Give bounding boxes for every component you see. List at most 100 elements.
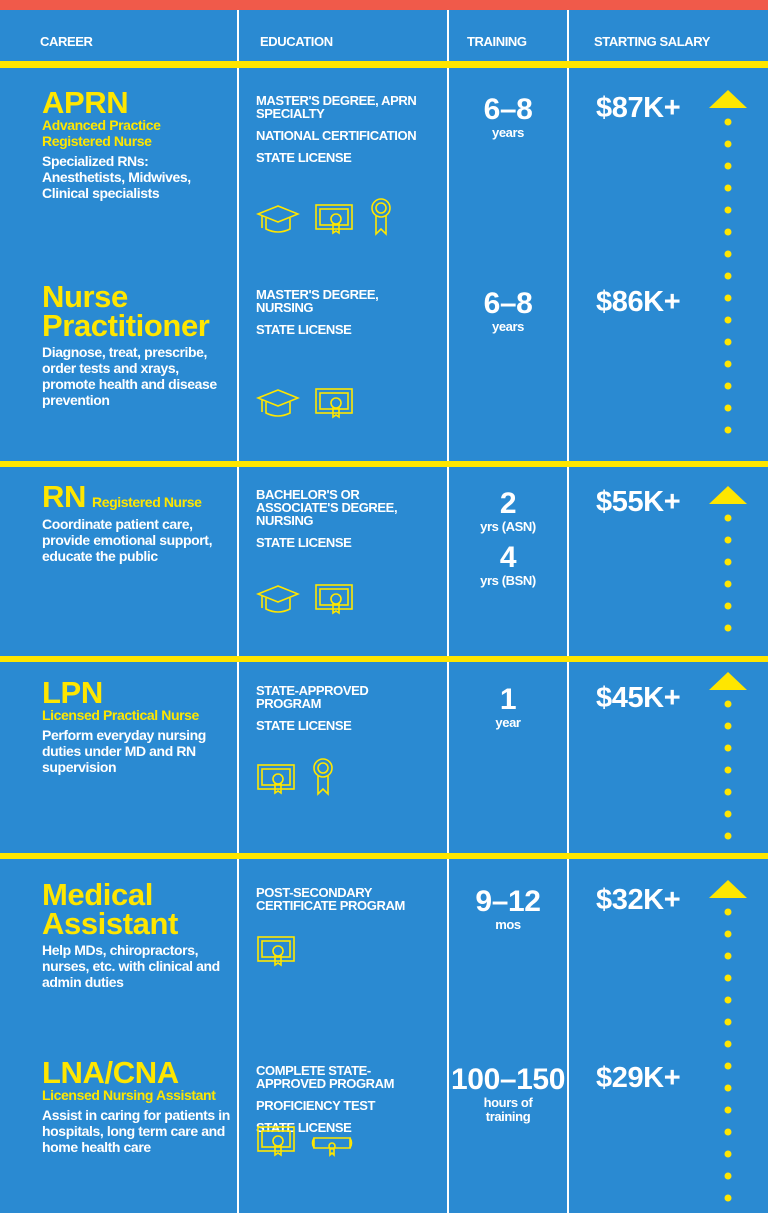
- arrow-dot: [724, 514, 732, 522]
- education-item: BACHELOR'S OR ASSOCIATE'S DEGREE, NURSIN…: [256, 487, 398, 528]
- career-description: Perform everyday nursing duties under MD…: [42, 727, 206, 775]
- training-value: 4: [499, 541, 517, 574]
- arrow-dot: [724, 1128, 732, 1136]
- arrow-dot: [724, 250, 732, 258]
- icon-cap: [255, 386, 301, 425]
- training-cell: 6–8 years: [449, 94, 567, 148]
- arrow-dot: [724, 930, 732, 938]
- career-cell: LNA/CNA Licensed Nursing Assistant Assist …: [42, 1055, 232, 1155]
- arrow-dot: [724, 294, 732, 302]
- education-item: STATE LICENSE: [256, 535, 352, 550]
- education-icons: [256, 756, 336, 801]
- arrow-head: [709, 90, 747, 108]
- career-description: Assist in caring for patients in hospita…: [42, 1107, 230, 1155]
- salary: $32K+: [596, 884, 681, 916]
- arrow-dot: [724, 744, 732, 752]
- row-divider: [0, 461, 768, 467]
- arrow-head: [709, 672, 747, 690]
- arrow-dot: [724, 184, 732, 192]
- education-item: STATE LICENSE: [256, 150, 352, 165]
- arrow-dot: [724, 974, 732, 982]
- arrow-dot: [724, 1150, 732, 1158]
- career-subtitle: Licensed Practical Nurse: [42, 707, 199, 723]
- column-header: EDUCATION: [260, 34, 333, 49]
- career-cell: APRN Advanced Practice Registered Nurse Sp…: [42, 85, 232, 201]
- training-cell: 1 year: [449, 684, 567, 738]
- arrow-dot: [724, 536, 732, 544]
- career-subtitle: Registered Nurse: [91, 494, 202, 510]
- icon-ribbon: [368, 196, 394, 241]
- education-icons: [255, 196, 394, 241]
- career-title: RN: [42, 479, 86, 514]
- icon-scroll: [310, 1132, 354, 1163]
- education-item: NATIONAL CERTIFICATION: [256, 128, 417, 143]
- column-header: STARTING SALARY: [594, 34, 711, 49]
- career-title: Medical Assistant: [42, 877, 178, 941]
- icon-cert: [314, 386, 354, 425]
- education-item: MASTER'S DEGREE, NURSING: [256, 287, 379, 315]
- career-title: APRN: [42, 85, 129, 120]
- arrow-dot: [724, 788, 732, 796]
- arrow-dot: [724, 580, 732, 588]
- arrow-dot: [724, 722, 732, 730]
- training-unit: hours of training: [483, 1095, 533, 1124]
- salary: $45K+: [596, 682, 681, 714]
- arrow-dot: [724, 404, 732, 412]
- career-cell: LPN Licensed Practical Nurse Perform every…: [42, 675, 232, 775]
- icon-cap: [255, 202, 301, 241]
- career-title: LPN: [42, 675, 103, 710]
- career-description: Coordinate patient care, provide emotion…: [42, 516, 213, 564]
- arrow-dot: [724, 558, 732, 566]
- column-divider: [567, 10, 569, 1213]
- education-item: PROFICIENCY TEST: [256, 1098, 376, 1113]
- education-cell: STATE-APPROVED PROGRAM STATE LICENSE: [256, 684, 431, 741]
- arrow-dot: [724, 316, 732, 324]
- training-cell: 9–12 mos: [449, 886, 567, 940]
- training-unit: mos: [495, 917, 521, 932]
- training-value: 100–150: [451, 1063, 565, 1096]
- education-item: STATE-APPROVED PROGRAM: [256, 683, 369, 711]
- education-cell: MASTER'S DEGREE, NURSING STATE LICENSE: [256, 288, 431, 345]
- career-title: Nurse Practitioner: [42, 279, 210, 343]
- training-cell: 2 yrs (ASN) 4 yrs (BSN): [449, 488, 567, 596]
- arrow-dot: [724, 1194, 732, 1202]
- training-unit: years: [492, 319, 524, 334]
- arrow-dot: [724, 908, 732, 916]
- arrow-dot: [724, 1018, 732, 1026]
- education-item: STATE LICENSE: [256, 322, 352, 337]
- arrow-dot: [724, 272, 732, 280]
- education-cell: BACHELOR'S OR ASSOCIATE'S DEGREE, NURSIN…: [256, 488, 431, 558]
- education-icons: [255, 386, 354, 425]
- arrow-dot: [724, 228, 732, 236]
- career-description: Diagnose, treat, prescribe, order tests …: [42, 344, 217, 408]
- training-value: 1: [499, 683, 517, 716]
- training-value: 6–8: [483, 287, 533, 320]
- arrow-dot: [724, 996, 732, 1004]
- arrow-dot: [724, 832, 732, 840]
- education-icons: [255, 582, 354, 621]
- career-title: LNA/CNA: [42, 1055, 179, 1090]
- arrow-dot: [724, 1084, 732, 1092]
- top-strip: [0, 0, 768, 10]
- salary: $55K+: [596, 486, 681, 518]
- training-unit: year: [495, 715, 521, 730]
- arrow-dot: [724, 602, 732, 610]
- icon-cert: [256, 934, 296, 973]
- arrow-head: [709, 880, 747, 898]
- arrow-dot: [724, 1106, 732, 1114]
- icon-cert: [314, 202, 354, 241]
- arrow-head: [709, 486, 747, 504]
- row-divider: [0, 656, 768, 662]
- arrow-dot: [724, 426, 732, 434]
- education-cell: POST-SECONDARY CERTIFICATE PROGRAM: [256, 886, 431, 921]
- salary: $86K+: [596, 286, 681, 318]
- education-icons: [256, 934, 296, 973]
- arrow-dot: [724, 766, 732, 774]
- arrow-dot: [724, 118, 732, 126]
- icon-cap: [255, 582, 301, 621]
- arrow-dot: [724, 338, 732, 346]
- education-item: POST-SECONDARY CERTIFICATE PROGRAM: [256, 885, 405, 913]
- arrow-dot: [724, 360, 732, 368]
